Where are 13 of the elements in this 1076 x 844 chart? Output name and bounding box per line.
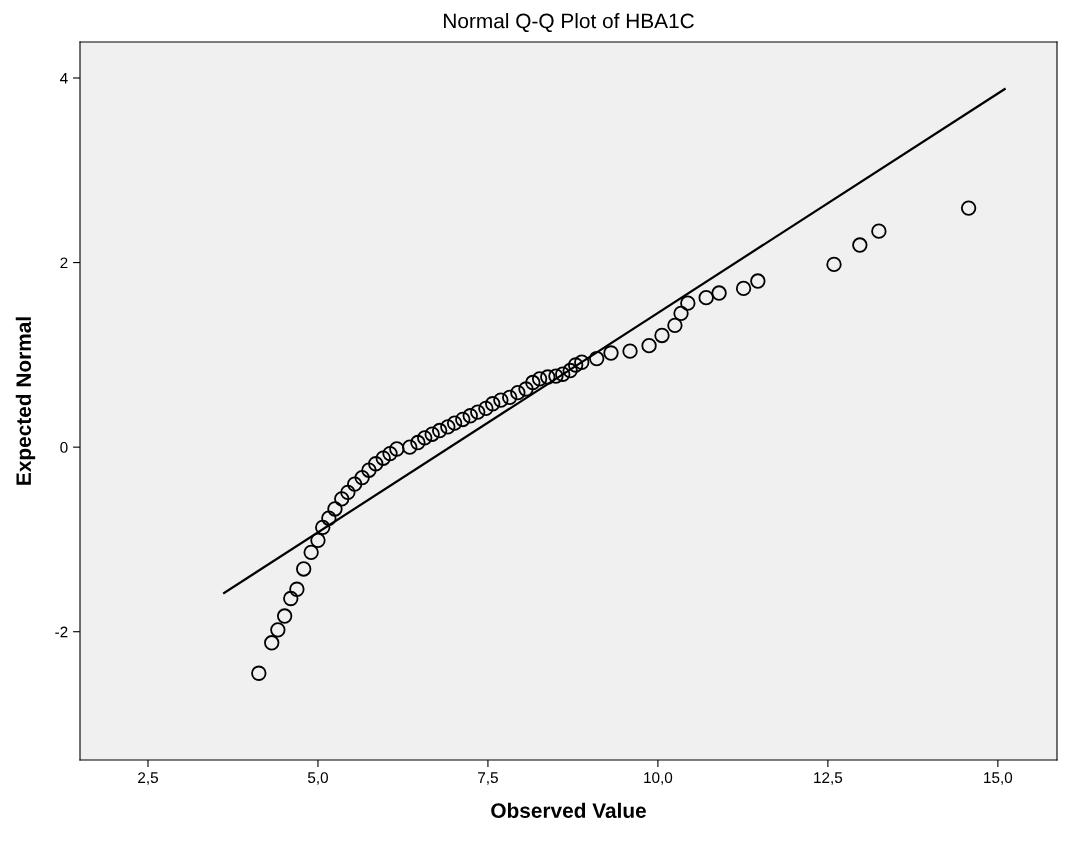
x-tick-label: 7,5: [478, 772, 498, 785]
y-axis-title: Expected Normal: [15, 317, 36, 485]
y-tick-label: 2: [60, 257, 68, 269]
x-tick-label: 10,0: [644, 772, 673, 785]
x-tick-label: 5,0: [307, 772, 328, 785]
x-tick-label: 15,0: [984, 772, 1013, 785]
chart-title: Normal Q-Q Plot of HBA1C: [444, 13, 694, 33]
x-tick-label: 2,5: [138, 772, 158, 785]
y-tick-label: 4: [60, 73, 68, 84]
y-tick-label: -2: [55, 626, 68, 638]
x-tick-label: 12,5: [814, 772, 843, 785]
y-tick-label: 0: [60, 442, 68, 453]
x-axis-title: Observed Value: [491, 802, 646, 819]
